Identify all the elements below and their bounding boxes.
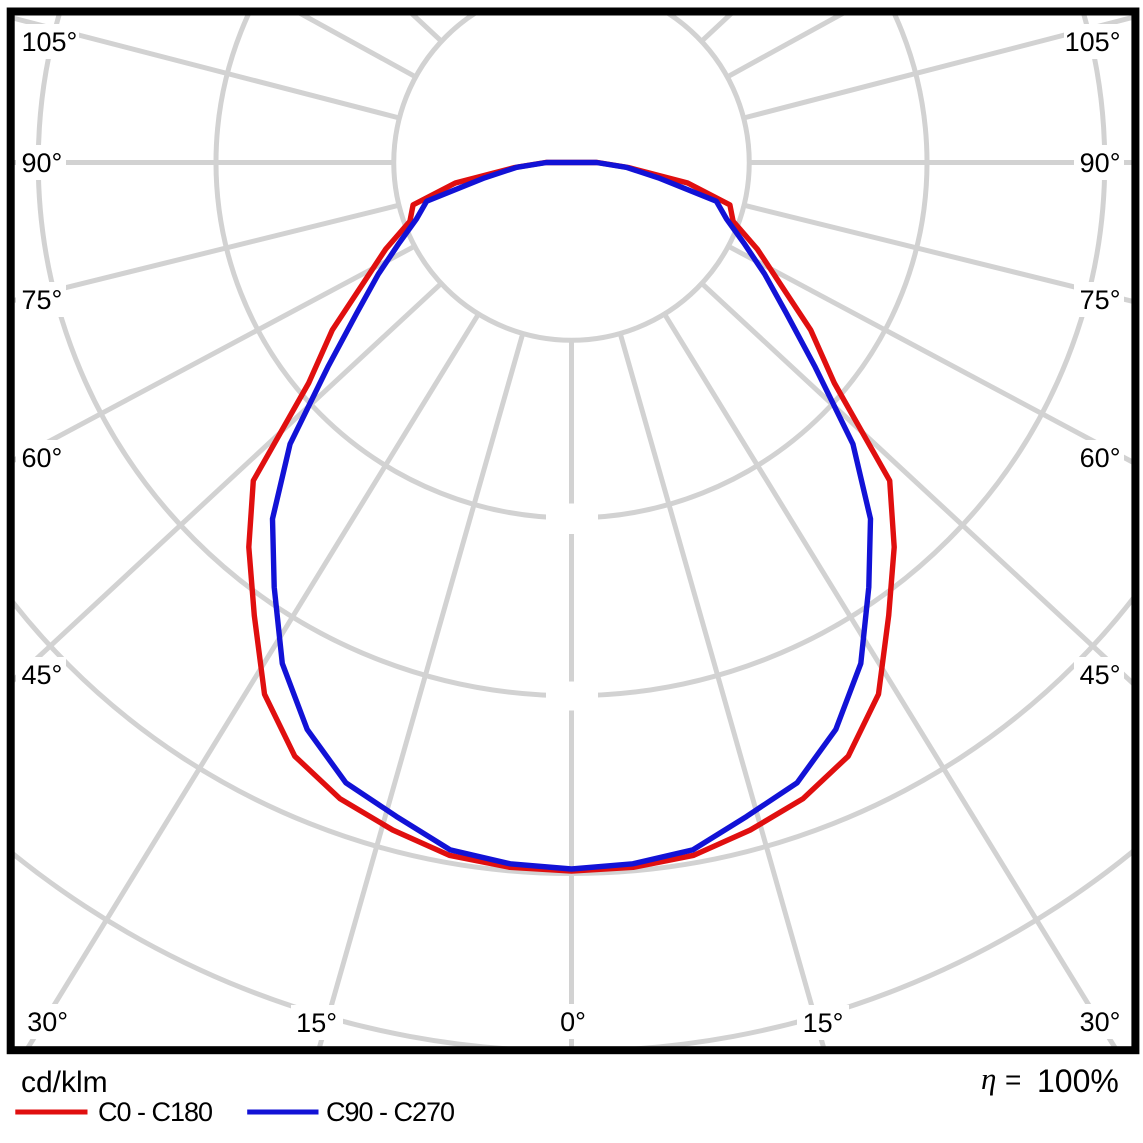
svg-text:75°: 75° [1080, 285, 1121, 315]
svg-text:45°: 45° [22, 660, 63, 690]
svg-text:=: = [1005, 1064, 1021, 1095]
svg-text:30°: 30° [27, 1007, 68, 1037]
svg-text:15°: 15° [296, 1008, 337, 1038]
svg-text:15°: 15° [803, 1008, 844, 1038]
svg-text:75°: 75° [22, 285, 63, 315]
svg-text:η: η [981, 1061, 996, 1096]
svg-text:C0 - C180: C0 - C180 [98, 1097, 212, 1127]
svg-text:C90 - C270: C90 - C270 [326, 1097, 454, 1127]
svg-text:100%: 100% [1037, 1063, 1119, 1099]
svg-text:30°: 30° [1080, 1007, 1121, 1037]
svg-text:45°: 45° [1080, 660, 1121, 690]
svg-text:cd/klm: cd/klm [21, 1066, 108, 1099]
svg-text:60°: 60° [22, 443, 63, 473]
svg-text:60°: 60° [1080, 443, 1121, 473]
svg-text:90°: 90° [22, 148, 63, 178]
svg-text:105°: 105° [1065, 27, 1121, 57]
svg-text:0°: 0° [560, 1007, 586, 1037]
svg-text:105°: 105° [22, 27, 78, 57]
svg-text:90°: 90° [1080, 148, 1121, 178]
